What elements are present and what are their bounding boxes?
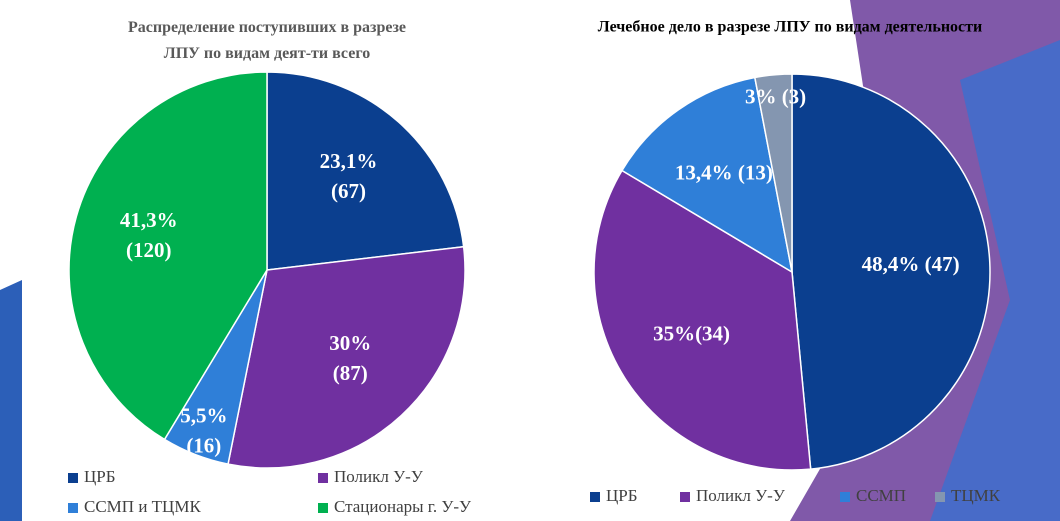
legend-label: ССМП и ТЦМК bbox=[84, 497, 201, 516]
data-label: 23,1% (67) bbox=[320, 149, 378, 203]
pie-slice bbox=[68, 71, 268, 441]
legend-label: Поликл У-У bbox=[334, 467, 424, 486]
data-label: 35%(34) bbox=[653, 321, 730, 345]
legend-marker bbox=[68, 503, 78, 513]
legend-marker bbox=[840, 492, 850, 502]
legend-label: Стационары г. У-У bbox=[334, 497, 472, 516]
legend-label: ЦРБ bbox=[84, 467, 116, 486]
legend-label: ССМП bbox=[856, 486, 906, 505]
pie-slice bbox=[266, 71, 465, 271]
legend-marker bbox=[318, 503, 328, 513]
legend-marker bbox=[318, 473, 328, 483]
pie-slice bbox=[620, 76, 794, 274]
pie-slice bbox=[791, 73, 991, 470]
legend-marker bbox=[680, 492, 690, 502]
legend-marker bbox=[68, 473, 78, 483]
data-label: 41,3% (120) bbox=[120, 208, 178, 262]
legend-label: ЦРБ bbox=[606, 486, 638, 505]
data-label: 3% (3) bbox=[745, 84, 806, 108]
legend-label: ТЦМК bbox=[951, 486, 1001, 505]
legend-label: Поликл У-У bbox=[696, 486, 786, 505]
chart-title: Распределение поступивших в разрезе ЛПУ п… bbox=[128, 19, 406, 62]
legend-marker bbox=[590, 492, 600, 502]
decor bbox=[0, 280, 22, 521]
pie-slice bbox=[753, 73, 793, 273]
legend-marker bbox=[935, 492, 945, 502]
decor bbox=[930, 40, 1060, 521]
pie-slice bbox=[227, 245, 466, 469]
data-label: 48,4% (47) bbox=[862, 252, 960, 276]
data-label: 30% (87) bbox=[329, 331, 371, 385]
data-label: 5,5% (16) bbox=[180, 403, 227, 457]
pie-slice bbox=[593, 169, 812, 471]
chart-title: Лечебное дело в разрезе ЛПУ по видам дея… bbox=[598, 19, 982, 36]
data-label: 13,4% (13) bbox=[675, 160, 773, 184]
